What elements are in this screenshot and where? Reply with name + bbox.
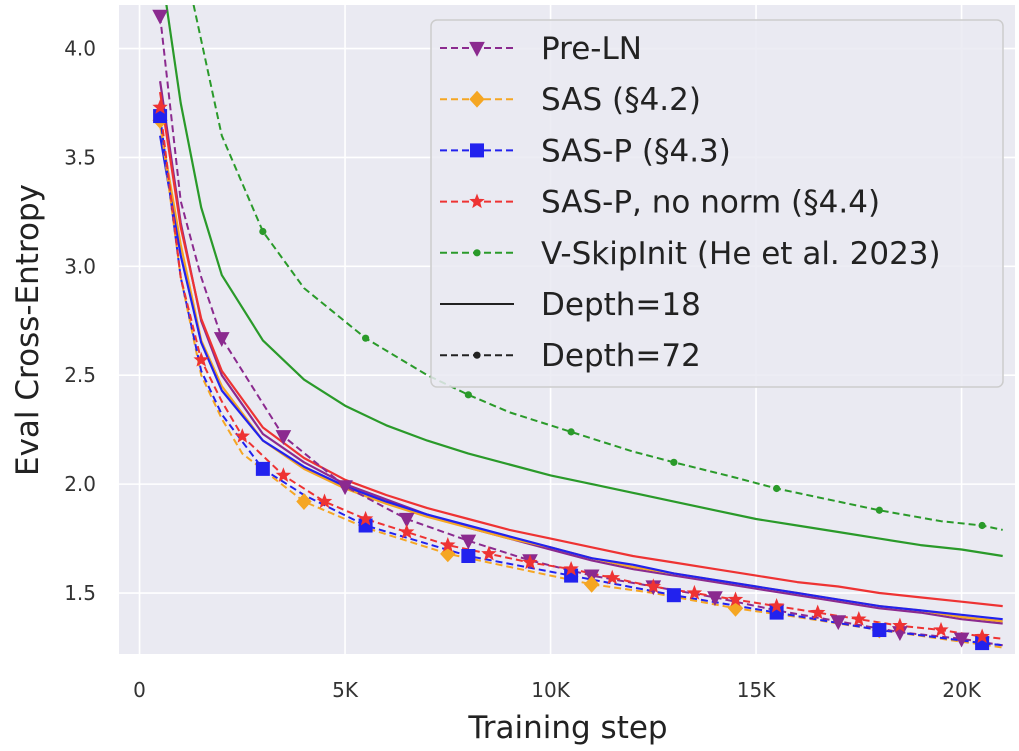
data-point-sas-4-2 [296, 493, 312, 510]
data-point-sas-p-4-3 [461, 548, 476, 563]
data-point-sas-p-4-3 [872, 623, 887, 638]
y-tick-label: 2.5 [64, 363, 96, 387]
series-lines [159, 5, 1003, 649]
data-point-sas-4-2 [583, 575, 600, 593]
data-point-sas-p-no-norm-4-4 [522, 554, 538, 570]
x-tick-label: 0 [133, 678, 146, 702]
series-line-sas-p-no-norm-4-4-depth-18 [159, 91, 1003, 608]
legend-marker-v-skipinit-he-et-al-2023 [473, 249, 481, 257]
x-tick-label: 10K [531, 678, 570, 702]
legend-label: V-SkipInit (He et al. 2023) [541, 236, 941, 272]
legend-label: Depth=18 [541, 287, 701, 323]
legend-label: SAS-P (§4.3) [541, 133, 731, 169]
legend-marker-depth-72 [473, 351, 481, 359]
data-point-sas-p-no-norm-4-4 [316, 493, 333, 509]
y-tick-label: 2.0 [64, 472, 96, 496]
data-point-pre-ln [953, 632, 970, 648]
data-point-sas-p-no-norm-4-4 [645, 578, 662, 594]
data-point-sas-p-no-norm-4-4 [768, 597, 785, 613]
data-point-v-skipinit-he-et-al-2023 [773, 484, 781, 493]
series-line-sas-p-4-3-depth-72 [159, 115, 1003, 647]
x-tick-label: 5K [332, 678, 359, 702]
y-axis-label: Eval Cross-Entropy [10, 184, 46, 476]
legend-label: SAS-P, no norm (§4.4) [541, 185, 880, 221]
series-line-sas-p-no-norm-4-4-depth-72 [159, 107, 1003, 640]
legend-box [430, 19, 1004, 388]
x-axis-label: Training step [467, 710, 667, 746]
data-point-sas-p-no-norm-4-4 [563, 560, 579, 576]
y-tick-label: 3.5 [64, 145, 96, 169]
data-point-v-skipinit-he-et-al-2023 [670, 458, 678, 466]
data-point-sas-p-no-norm-4-4 [892, 617, 908, 633]
data-point-sas-4-2 [440, 545, 456, 563]
data-point-v-skipinit-he-et-al-2023 [875, 506, 883, 514]
data-point-v-skipinit-he-et-al-2023 [567, 428, 575, 436]
y-tick-label: 1.5 [64, 581, 96, 605]
data-point-sas-p-4-3 [153, 109, 168, 124]
data-point-sas-p-no-norm-4-4 [851, 611, 867, 626]
data-point-sas-p-no-norm-4-4 [686, 584, 703, 600]
data-point-sas-p-no-norm-4-4 [275, 467, 292, 482]
data-point-pre-ln [398, 512, 415, 528]
legend-marker-sas-p-no-norm-4-4 [469, 193, 485, 209]
series-line-sas-4-2-depth-72 [159, 120, 1003, 649]
data-point-sas-p-no-norm-4-4 [481, 545, 497, 561]
data-point-pre-ln [830, 615, 847, 631]
data-point-sas-p-4-3 [255, 461, 270, 476]
data-point-pre-ln [707, 591, 723, 607]
series-line-pre-ln-depth-72 [159, 15, 1003, 647]
legend-label: SAS (§4.2) [541, 82, 701, 118]
y-tick-label: 4.0 [64, 37, 96, 61]
y-tick-labels: 1.5 2.0 2.5 3.0 3.5 4.0 [64, 37, 96, 605]
data-point-sas-p-no-norm-4-4 [152, 99, 168, 114]
data-point-v-skipinit-he-et-al-2023 [362, 334, 370, 342]
data-point-sas-p-no-norm-4-4 [440, 536, 456, 552]
series-markers [152, 9, 990, 651]
data-point-sas-p-no-norm-4-4 [933, 621, 949, 637]
data-point-sas-p-no-norm-4-4 [974, 628, 990, 644]
data-point-v-skipinit-he-et-al-2023 [978, 521, 986, 530]
data-point-v-skipinit-he-et-al-2023 [464, 391, 472, 399]
legend-marker-sas-p-4-3 [470, 143, 484, 158]
x-tick-label: 15K [737, 678, 776, 702]
series-line-pre-ln-depth-18 [159, 81, 1003, 625]
legend-marker-pre-ln [469, 41, 485, 57]
legend-marker-sas-4-2 [469, 90, 485, 108]
legend: Pre-LN SAS (§4.2) SAS-P (§4.3) SAS-P, no no… [430, 19, 1004, 388]
data-point-sas-p-no-norm-4-4 [810, 604, 826, 620]
data-point-sas-p-no-norm-4-4 [193, 351, 209, 367]
legend-label: Pre-LN [541, 31, 642, 67]
data-point-sas-p-no-norm-4-4 [234, 428, 251, 443]
data-point-v-skipinit-he-et-al-2023 [259, 227, 267, 236]
series-line-sas-p-4-3-depth-18 [159, 135, 1003, 621]
x-tick-labels: 0 5K 10K 15K 20K [133, 678, 982, 702]
x-tick-label: 20K [942, 678, 981, 702]
data-point-sas-p-no-norm-4-4 [357, 510, 374, 526]
legend-label: Depth=72 [541, 338, 701, 374]
data-point-sas-p-4-3 [666, 588, 681, 603]
data-point-pre-ln [460, 534, 477, 550]
data-point-pre-ln [275, 430, 292, 445]
data-point-sas-p-no-norm-4-4 [604, 569, 620, 585]
data-point-pre-ln [337, 480, 353, 496]
series-line-v-skipinit-he-et-al-2023-depth-18 [165, 5, 1003, 558]
y-tick-label: 3.0 [64, 254, 96, 278]
data-point-pre-ln [213, 332, 230, 347]
data-point-pre-ln [152, 9, 168, 25]
data-point-sas-p-no-norm-4-4 [727, 591, 744, 607]
data-point-sas-p-no-norm-4-4 [398, 523, 415, 539]
